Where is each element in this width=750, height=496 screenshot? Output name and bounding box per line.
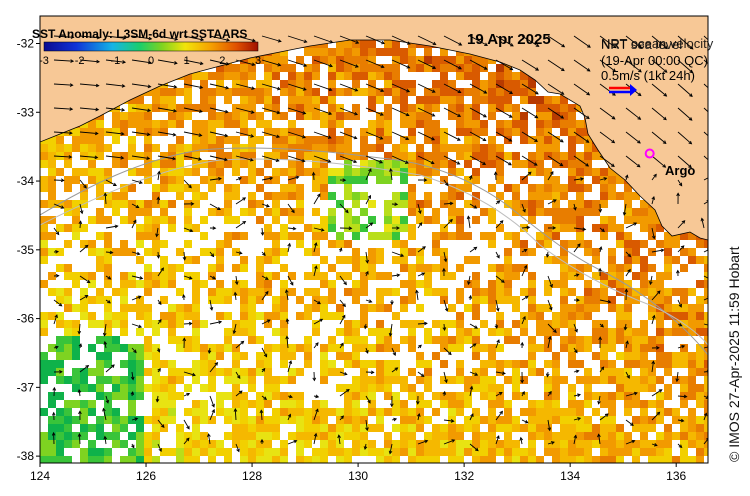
colorbar-scale — [43, 41, 259, 52]
lon-tick-label: 136 — [666, 469, 686, 483]
colorbar-tick-label: -2 — [75, 55, 85, 67]
colorbar-tick-label: 3 — [255, 55, 261, 67]
australia-coastline-land — [40, 16, 708, 241]
colorbar-tick-label: -3 — [39, 55, 49, 67]
lat-tick-label: -37 — [17, 380, 35, 394]
lat-tick-label: -35 — [17, 243, 35, 257]
lat-tick-label: -38 — [17, 449, 35, 463]
legend-sea-level-label: NRT sea level — [601, 37, 682, 52]
plot-frame — [39, 15, 709, 464]
lat-tick-label: -33 — [17, 105, 35, 119]
lat-tick-label: -32 — [17, 37, 35, 51]
map-title: SST Anomaly: L3SM-6d wrt SSTAARS — [32, 27, 247, 41]
legend-qc-label: (19-Apr 00:00 QC) — [601, 53, 708, 68]
colorbar-tick-label: -1 — [110, 55, 120, 67]
lon-tick-label: 132 — [454, 469, 474, 483]
velocity-vectors — [51, 35, 708, 455]
legend-scale-arrow — [609, 84, 637, 96]
lon-tick-label: 134 — [560, 469, 580, 483]
longitude-axis: 124 126 128 130 132 134 136 — [30, 463, 687, 483]
lon-tick-label: 126 — [136, 469, 156, 483]
lat-tick-label: -36 — [17, 312, 35, 326]
legend-scale-label: 0.5m/s (1kt 24h) — [601, 68, 695, 83]
lat-tick-label: -34 — [17, 174, 35, 188]
colorbar-tick-label: 0 — [148, 55, 154, 67]
latitude-axis: -32 -33 -34 -35 -36 -37 -38 — [17, 37, 40, 463]
lon-tick-label: 124 — [30, 469, 50, 483]
argo-label: Argo — [665, 163, 695, 178]
imos-credit: © IMOS 27-Apr-2025 11:59 Hobart — [726, 246, 742, 463]
colorbar: SST Anomaly: L3SM-6d wrt SSTAARS -3 -2 -1 0… — [32, 27, 261, 67]
lon-tick-label: 128 — [242, 469, 262, 483]
argo-marker — [644, 148, 655, 159]
colorbar-tick-label: 1 — [184, 55, 190, 67]
colorbar-tick-label: 2 — [219, 55, 225, 67]
legend-velocity-label: NRT ocean velocity — [601, 36, 714, 51]
plot-area — [40, 16, 708, 463]
argo-legend: Argo — [644, 148, 695, 178]
lon-tick-label: 130 — [348, 469, 368, 483]
slope-contour — [40, 158, 708, 346]
velocity-legend: NRT sea level NRT ocean velocity (19-Apr… — [601, 36, 714, 178]
map-date: 19 Apr 2025 — [467, 31, 551, 48]
